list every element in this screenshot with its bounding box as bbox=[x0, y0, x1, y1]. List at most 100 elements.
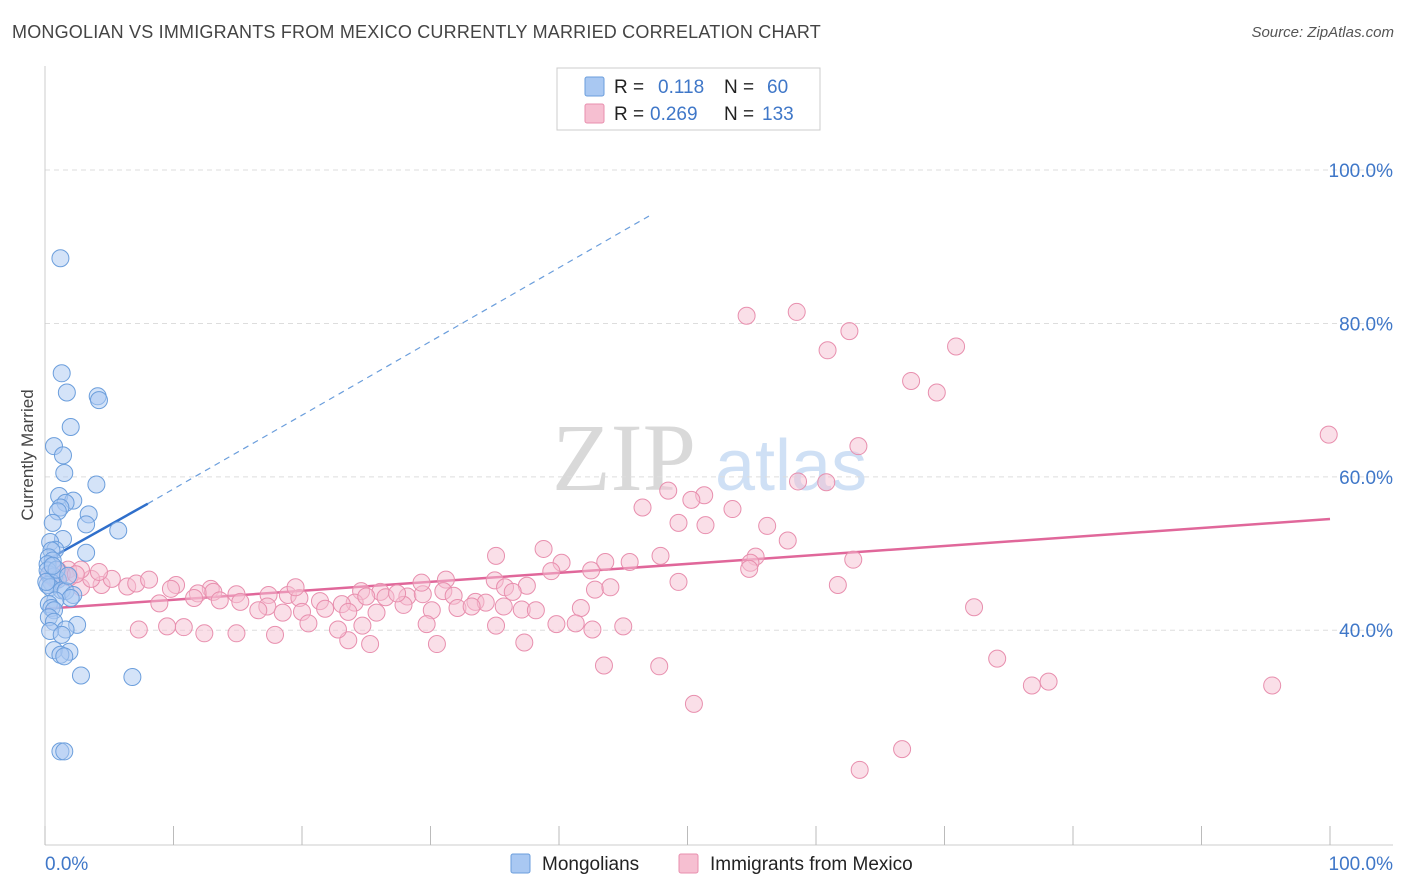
data-point-mexico bbox=[487, 546, 506, 565]
x-tick-labels: 0.0% 100.0% bbox=[45, 854, 1393, 875]
data-point-mexico bbox=[273, 603, 292, 622]
data-point-mexico bbox=[328, 620, 347, 639]
watermark-atlas: atlas bbox=[715, 426, 867, 506]
legend-label-mexico: Immigrants from Mexico bbox=[710, 854, 913, 875]
data-point-mongolians bbox=[71, 666, 90, 685]
data-point-mexico bbox=[1039, 672, 1058, 691]
legend-n-value: 133 bbox=[762, 104, 794, 125]
data-point-mexico bbox=[534, 539, 553, 558]
data-point-mexico bbox=[388, 584, 407, 603]
data-point-mexico bbox=[526, 601, 545, 620]
data-point-mexico bbox=[361, 635, 380, 654]
data-point-mongolians bbox=[77, 543, 96, 562]
x-tick-label: 0.0% bbox=[45, 854, 88, 875]
data-point-mexico bbox=[614, 617, 633, 636]
data-point-mexico bbox=[140, 570, 159, 589]
data-point-mexico bbox=[286, 578, 305, 597]
data-point-mexico bbox=[828, 575, 847, 594]
data-point-mexico bbox=[965, 598, 984, 617]
data-point-mongolians bbox=[123, 668, 142, 687]
data-point-mexico bbox=[547, 615, 566, 634]
data-point-mexico bbox=[902, 371, 921, 390]
data-point-mexico bbox=[817, 473, 836, 492]
axes bbox=[44, 66, 1393, 846]
data-point-mexico bbox=[462, 597, 481, 616]
data-point-mexico bbox=[620, 552, 639, 571]
legend-swatch-mongolians bbox=[584, 76, 605, 97]
data-point-mexico bbox=[758, 516, 777, 535]
data-point-mexico bbox=[988, 649, 1007, 668]
legend-n-label: N = bbox=[724, 77, 754, 98]
data-point-mexico bbox=[427, 635, 446, 654]
data-point-mexico bbox=[659, 481, 678, 500]
data-point-mexico bbox=[682, 490, 701, 509]
data-point-mexico bbox=[1263, 676, 1282, 695]
data-point-mongolians bbox=[57, 383, 76, 402]
y-tick-label: 60.0% bbox=[1339, 468, 1393, 489]
data-point-mexico bbox=[787, 302, 806, 321]
data-point-mexico bbox=[789, 472, 808, 491]
data-point-mexico bbox=[487, 616, 506, 635]
y-tick-label: 100.0% bbox=[1329, 161, 1394, 182]
y-tick-label: 80.0% bbox=[1339, 314, 1393, 335]
data-point-mexico bbox=[723, 500, 742, 519]
stats-legend: R = 0.118 N = 60 R = 0.269 N = 133 bbox=[556, 67, 821, 131]
legend-swatch-mexico bbox=[584, 103, 605, 124]
data-point-mexico bbox=[737, 306, 756, 325]
data-point-mexico bbox=[494, 597, 513, 616]
data-point-mexico bbox=[947, 337, 966, 356]
data-point-mexico bbox=[417, 615, 436, 634]
data-point-mexico bbox=[353, 616, 372, 635]
data-point-mexico bbox=[174, 618, 193, 637]
data-point-mexico bbox=[129, 620, 148, 639]
data-point-mexico bbox=[515, 633, 534, 652]
data-point-mexico bbox=[849, 437, 868, 456]
data-point-mexico bbox=[367, 603, 386, 622]
legend-label-mongolians: Mongolians bbox=[542, 854, 639, 875]
data-point-mongolians bbox=[87, 475, 106, 494]
legend-swatch-mongolians bbox=[510, 853, 531, 874]
y-tick-label: 40.0% bbox=[1339, 621, 1393, 642]
data-point-mongolians bbox=[109, 521, 128, 540]
series-legend: Mongolians Immigrants from Mexico bbox=[510, 853, 913, 875]
data-point-mongolians bbox=[89, 391, 108, 410]
data-point-mongolians bbox=[37, 572, 56, 591]
data-point-mexico bbox=[596, 552, 615, 571]
data-point-mongolians bbox=[55, 464, 74, 483]
data-point-mexico bbox=[583, 620, 602, 639]
data-point-mexico bbox=[231, 592, 250, 611]
data-point-mexico bbox=[651, 546, 670, 565]
source-label: Source: ZipAtlas.com bbox=[1251, 24, 1394, 41]
data-point-mexico bbox=[249, 601, 268, 620]
data-point-mongolians bbox=[55, 647, 74, 666]
data-point-mexico bbox=[503, 582, 522, 601]
data-point-mexico bbox=[1319, 425, 1338, 444]
data-point-mongolians bbox=[43, 556, 62, 575]
data-point-mexico bbox=[566, 614, 585, 633]
data-point-mexico bbox=[601, 578, 620, 597]
data-point-mongolians bbox=[51, 249, 70, 268]
data-point-mexico bbox=[158, 617, 177, 636]
data-point-mexico bbox=[339, 602, 358, 621]
data-point-mongolians bbox=[52, 625, 71, 644]
data-point-mexico bbox=[571, 598, 590, 617]
data-point-mexico bbox=[316, 599, 335, 618]
data-point-mexico bbox=[669, 572, 688, 591]
data-point-mongolians bbox=[43, 513, 62, 532]
data-point-mexico bbox=[633, 498, 652, 517]
series-mexico-points bbox=[39, 302, 1338, 779]
y-axis-label: Currently Married bbox=[18, 389, 37, 520]
mongolians-trend-extension bbox=[147, 215, 650, 505]
data-point-mexico bbox=[412, 573, 431, 592]
data-point-mexico bbox=[210, 591, 229, 610]
series-mongolians-points bbox=[37, 249, 142, 761]
data-point-mexico bbox=[585, 580, 604, 599]
data-point-mongolians bbox=[53, 446, 72, 465]
x-tick-label: 100.0% bbox=[1329, 854, 1394, 875]
y-tick-labels: 40.0% 60.0% 80.0% 100.0% bbox=[1329, 161, 1394, 642]
data-point-mexico bbox=[740, 559, 759, 578]
data-point-mexico bbox=[89, 562, 108, 581]
data-point-mexico bbox=[840, 322, 859, 341]
legend-r-value: 0.269 bbox=[650, 104, 698, 125]
